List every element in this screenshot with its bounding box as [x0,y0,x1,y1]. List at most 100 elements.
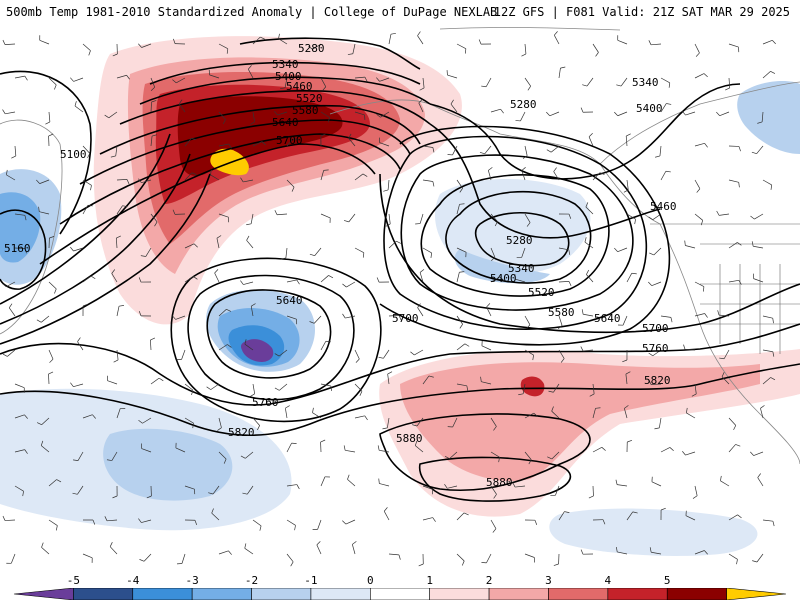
wind-barb-flag [737,514,742,519]
wind-barb-flag [138,178,142,183]
wind-barb-flag [11,155,16,159]
wind-barb-flag [419,87,425,91]
wind-barb-flag [479,151,485,155]
wind-barb [7,349,16,357]
height-label: 5520 [296,92,323,105]
wind-barb-flag [553,563,559,566]
wind-barb-flag [41,542,44,548]
wind-barb-flag [178,99,183,105]
wind-barb [218,309,227,317]
height-label: 5880 [396,432,423,445]
wind-barb-flag [8,303,13,309]
contour-5400 [139,76,431,105]
wind-barb-flag [347,53,353,55]
wind-barb [558,281,570,283]
wind-barb-flag [568,213,572,219]
wind-barb [694,550,705,555]
wind-barb [487,170,492,181]
wind-barb [754,213,764,220]
wind-barb [175,315,186,320]
wind-barb [652,349,662,357]
wind-barb [218,550,229,555]
wind-barb [176,77,186,84]
wind-barb-flag [666,103,672,105]
wind-barb [592,383,595,394]
wind-barb-flag [419,269,425,273]
wind-barb [39,211,50,215]
wind-barb-flag [526,324,531,329]
wind-barb [422,375,430,385]
wind-barb-flag [378,356,384,359]
wind-barb [320,111,330,118]
wind-barb-flag [459,324,463,329]
title-right: 12Z GFS | F081 Valid: 21Z SAT MAR 29 202… [493,5,790,19]
wind-barb [345,449,356,453]
wind-barb [694,213,703,221]
wind-barb [757,477,764,487]
wind-barb-flag [290,561,294,567]
wind-barb [48,281,57,290]
wind-barb-flag [217,427,222,431]
wind-barb [753,245,764,249]
wind-barb-flag [532,355,534,361]
wind-barb-flag [216,235,222,239]
wind-barb-flag [92,414,96,419]
wind-barb [694,383,697,394]
wind-barb [419,272,424,283]
wind-barb-flag [87,153,91,159]
wind-barb-flag [464,48,467,54]
wind-barb-flag [493,494,497,499]
wind-barb-flag [378,478,380,484]
wind-barb-flag [118,305,125,307]
wind-barb-flag [291,186,295,192]
cool-anomaly-low-4 [240,339,274,362]
height-label: 5640 [272,116,299,129]
wind-barb [490,519,497,529]
cool-anomaly-se [549,508,758,556]
wind-barb [685,245,696,249]
wind-barb-flag [648,216,653,220]
wind-barb-flag [111,269,116,274]
wind-barb-flag [692,495,698,499]
wind-barb [317,519,322,530]
wind-barb [250,306,254,317]
wind-barb-flag [278,33,280,39]
wind-barb [244,343,254,351]
wind-barb-flag [126,179,130,185]
wind-barb-flag [206,386,211,390]
wind-barb-flag [242,492,248,495]
wind-barb [452,417,458,428]
wind-barb-flag [359,391,363,396]
legend-tick-label: 2 [485,574,493,587]
wind-barb [653,247,662,256]
wind-barb [422,179,433,182]
wind-barb [728,444,736,453]
wind-barb [486,553,492,564]
contour-5880-b [418,456,572,502]
wind-barb [184,276,194,283]
wind-barb [481,381,492,385]
wind-barb [116,349,119,360]
wind-barb-flag [312,407,314,413]
wind-barb-flag [721,372,725,377]
wind-barb-flag [418,99,423,104]
wind-barb-flag [548,390,554,393]
wind-barb-flag [2,39,6,45]
wind-barb-flag [700,220,704,226]
wind-barb [150,339,152,351]
wind-barb [490,247,496,258]
wind-barb [694,281,705,287]
wind-barb-flag [719,357,725,360]
wind-barb-flag [383,189,389,192]
wind-barb [286,279,297,283]
contour-5640 [59,133,401,225]
wind-barb [41,445,50,453]
wind-barb [626,179,629,190]
wind-barb-flag [553,167,557,172]
wind-barb [14,383,25,389]
color-bar-segment [310,588,371,600]
color-bar-segment [607,588,668,600]
wind-barb-flag [48,133,54,137]
height-label: 5820 [644,374,671,387]
wind-barb-flag [90,275,96,280]
